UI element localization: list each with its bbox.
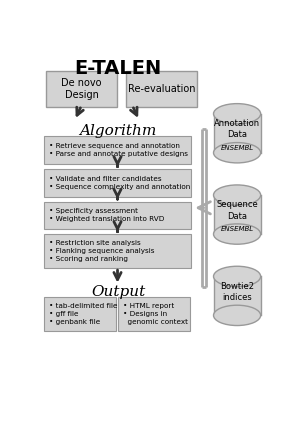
Text: • Specificity assessment
• Weighted translation into RVD: • Specificity assessment • Weighted tran… xyxy=(49,209,164,223)
Text: • Validate and filter candidates
• Sequence complexity and annotation: • Validate and filter candidates • Seque… xyxy=(49,176,190,190)
Ellipse shape xyxy=(213,224,261,244)
FancyBboxPatch shape xyxy=(44,234,191,268)
Text: De novo
Design: De novo Design xyxy=(61,78,102,100)
Text: • Restriction site analysis
• Flanking sequence analysis
• Scoring and ranking: • Restriction site analysis • Flanking s… xyxy=(49,240,154,262)
Text: • Retrieve sequence and annotation
• Parse and annotate putative designs: • Retrieve sequence and annotation • Par… xyxy=(49,143,188,158)
Text: Annotation
Data: Annotation Data xyxy=(214,119,260,139)
Text: Bowtie2
indices: Bowtie2 indices xyxy=(220,282,254,302)
FancyBboxPatch shape xyxy=(44,202,191,229)
Ellipse shape xyxy=(213,143,261,163)
Bar xyxy=(213,114,261,153)
Text: Sequence
Data: Sequence Data xyxy=(216,201,258,220)
Ellipse shape xyxy=(213,305,261,326)
Text: • HTML report
• Designs in
  genomic context: • HTML report • Designs in genomic conte… xyxy=(123,303,188,325)
Text: E-TALEN: E-TALEN xyxy=(74,59,162,78)
FancyBboxPatch shape xyxy=(126,71,197,107)
Text: ENSEMBL: ENSEMBL xyxy=(220,145,254,150)
FancyBboxPatch shape xyxy=(44,136,191,164)
Text: ENSEMBL: ENSEMBL xyxy=(220,226,254,232)
FancyBboxPatch shape xyxy=(44,169,191,197)
Ellipse shape xyxy=(213,104,261,124)
FancyBboxPatch shape xyxy=(44,297,116,330)
Bar xyxy=(213,276,261,315)
Ellipse shape xyxy=(213,266,261,286)
Text: Output: Output xyxy=(91,285,145,299)
Text: Algorithm: Algorithm xyxy=(79,125,157,139)
FancyBboxPatch shape xyxy=(46,71,117,107)
Text: Re-evaluation: Re-evaluation xyxy=(128,84,195,94)
FancyBboxPatch shape xyxy=(118,297,190,330)
Ellipse shape xyxy=(213,185,261,205)
Text: • tab-delimited file
• gff file
• genbank file: • tab-delimited file • gff file • genban… xyxy=(49,303,117,325)
Bar xyxy=(213,195,261,234)
